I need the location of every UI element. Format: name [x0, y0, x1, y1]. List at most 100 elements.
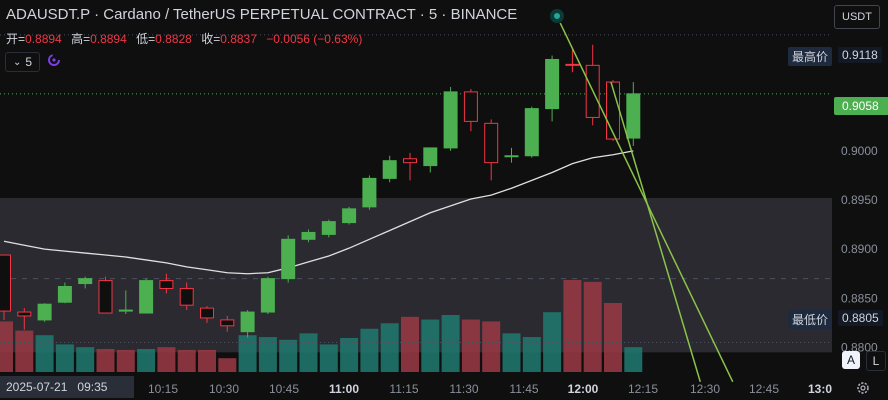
y-tick-label: 0.8800: [841, 340, 878, 354]
candle-body: [403, 158, 417, 164]
candle-body: [281, 238, 296, 280]
volume-bar: [461, 319, 480, 372]
candle-body: [37, 303, 52, 321]
chevron-down-icon: ⌄: [12, 56, 22, 68]
market-status-icon: [550, 9, 564, 23]
volume-bar: [157, 347, 176, 372]
low-price-label: 最低价: [788, 310, 833, 329]
auto-scale-button[interactable]: A: [842, 351, 860, 369]
low-label: 低=: [136, 32, 156, 46]
volume-bar: [55, 344, 74, 372]
volume-bar: [15, 330, 34, 372]
candle-body: [200, 307, 214, 319]
change-value: −0.0056 (−0.63%): [266, 32, 363, 46]
candle-body: [118, 309, 133, 312]
candle-body: [57, 285, 72, 303]
open-value: 0.8894: [25, 32, 62, 46]
volume-bar: [604, 303, 622, 372]
interval-label: 5: [25, 55, 33, 69]
x-tick-label: 10:30: [209, 382, 239, 396]
candle-body: [321, 221, 336, 235]
volume-bar: [137, 349, 156, 372]
crosshair-time-box: 2025-07-21 09:35: [0, 376, 134, 398]
volume-bar: [177, 349, 196, 372]
candle-body: [240, 311, 255, 333]
ohlc-legend: 开=0.8894 高=0.8894 低=0.8828 收=0.8837 −0.0…: [6, 30, 368, 47]
high-value: 0.8894: [90, 32, 127, 46]
candle-body: [260, 278, 275, 313]
gear-icon[interactable]: [856, 381, 870, 395]
y-tick-label: 0.9000: [841, 144, 878, 158]
volume-bar: [583, 281, 602, 372]
x-tick-label: 10:45: [269, 382, 299, 396]
candle-body: [17, 311, 32, 317]
crosshair-date: 2025-07-21: [6, 380, 68, 394]
candle-body: [382, 160, 397, 179]
candle-body: [504, 155, 519, 158]
x-tick-label: 11:45: [509, 382, 538, 396]
symbol-title[interactable]: ADAUSDT.P · Cardano / TetherUS PERPETUAL…: [6, 6, 518, 23]
candle-body: [545, 58, 560, 110]
crosshair-time: 09:35: [77, 380, 108, 394]
log-scale-button[interactable]: L: [866, 351, 886, 371]
x-tick-label: 11:30: [449, 382, 478, 396]
candle-body: [220, 319, 235, 327]
candle-body: [301, 231, 316, 240]
volume-bar: [299, 333, 318, 372]
candle-body: [362, 177, 377, 208]
volume-bar: [76, 347, 95, 372]
open-label: 开=: [6, 32, 26, 46]
candle-body: [179, 287, 194, 306]
volume-bar: [258, 337, 277, 372]
volume-bar: [238, 335, 257, 372]
x-tick-label: 12:00: [568, 382, 599, 396]
volume-bar: [218, 358, 237, 372]
volume-bar: [522, 337, 541, 372]
candle-body: [484, 122, 499, 164]
close-label: 收=: [201, 32, 221, 46]
candle-body: [139, 280, 154, 314]
volume-bar: [319, 344, 338, 372]
moving-average-line: [3, 150, 634, 275]
interval-collapse-button[interactable]: ⌄ 5: [5, 52, 40, 72]
candle-body: [342, 208, 357, 224]
candle-body: [524, 108, 539, 157]
volume-bar: [360, 328, 379, 372]
y-tick-label: 0.8950: [841, 193, 878, 207]
volume-bar: [482, 321, 501, 372]
volume-bar: [401, 316, 419, 372]
candle-body: [626, 93, 641, 139]
currency-label: USDT: [842, 11, 872, 23]
candle-body: [78, 278, 93, 285]
volume-bar: [502, 333, 521, 372]
x-tick-label: 11:15: [389, 382, 418, 396]
candle-body: [423, 147, 438, 167]
volume-bar: [96, 349, 115, 372]
high-label: 高=: [71, 32, 91, 46]
candle-body: [443, 91, 458, 149]
low-value: 0.8828: [155, 32, 192, 46]
close-value: 0.8837: [220, 32, 257, 46]
volume-bar: [421, 319, 440, 372]
currency-selector[interactable]: USDT: [834, 5, 880, 29]
candle-body: [98, 280, 113, 314]
volume-bar: [116, 349, 135, 372]
volume-bar: [35, 335, 54, 372]
candle-body: [159, 280, 174, 289]
y-tick-label: 0.8850: [841, 291, 878, 305]
y-tick-label: 0.8900: [841, 242, 878, 256]
candle-body: [565, 63, 580, 66]
high-price-label: 最高价: [788, 47, 833, 66]
current-price-value: 0.9058: [834, 97, 888, 115]
x-tick-label: 12:30: [690, 382, 720, 396]
volume-bar: [563, 280, 582, 372]
x-tick-label: 12:45: [749, 382, 779, 396]
volume-bar: [624, 347, 643, 372]
x-tick-label: 13:0: [808, 382, 832, 396]
x-tick-label: 12:15: [628, 382, 658, 396]
candle-body: [463, 91, 478, 122]
low-price-value: 0.8805: [838, 310, 883, 326]
x-tick-label: 11:00: [329, 382, 359, 396]
